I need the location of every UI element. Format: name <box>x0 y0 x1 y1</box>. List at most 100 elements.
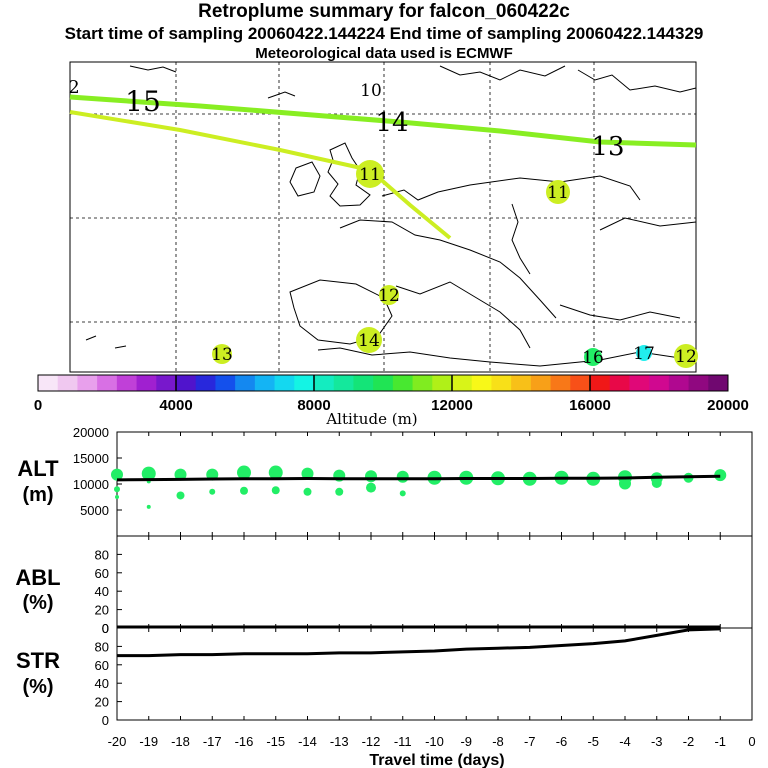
x-tick-label: -7 <box>524 734 536 749</box>
str-y-tick-label: 60 <box>95 658 109 673</box>
colorbar-segment <box>97 375 118 391</box>
colorbar-segment <box>609 375 630 391</box>
x-tick-label: -10 <box>425 734 444 749</box>
colorbar-segment <box>491 375 512 391</box>
coastline-path <box>129 65 177 73</box>
colorbar-segment <box>452 375 473 391</box>
colorbar-tick-label: 4000 <box>159 397 192 414</box>
colorbar-segment <box>353 375 374 391</box>
str-y-tick-label: 40 <box>95 676 109 691</box>
abl-label: ABL <box>15 565 60 590</box>
coastline-path <box>85 335 97 341</box>
alt-point <box>399 490 406 497</box>
x-tick-label: -9 <box>460 734 472 749</box>
colorbar-segment <box>235 375 256 391</box>
abl-y-tick-label: 20 <box>95 603 109 618</box>
colorbar-segment <box>57 375 78 391</box>
colorbar-tick-label: 20000 <box>707 397 749 414</box>
x-tick-label: -17 <box>203 734 222 749</box>
x-tick-label: -11 <box>394 734 412 749</box>
abl-unit-label: (%) <box>22 592 53 614</box>
colorbar-segment <box>550 375 571 391</box>
alt-point <box>115 495 119 499</box>
colorbar-segment <box>708 375 729 391</box>
cluster-label: 11 <box>547 183 569 203</box>
cluster-marker <box>212 344 232 364</box>
trajectory-lower <box>69 110 452 240</box>
alt-point <box>396 470 409 483</box>
coastlines <box>85 65 697 367</box>
abl-y-tick-label: 0 <box>102 621 109 636</box>
x-tick-label: -12 <box>362 734 381 749</box>
x-tick-label: -19 <box>139 734 158 749</box>
alt-point <box>268 465 283 480</box>
str-unit-label: (%) <box>22 676 53 698</box>
coastline-path <box>339 219 557 319</box>
colorbar-segment <box>116 375 138 391</box>
colorbar-segment <box>254 375 276 391</box>
colorbar-tick-label: 0 <box>34 397 42 414</box>
alt-mean-line <box>116 474 721 482</box>
colorbar-segment <box>274 375 295 391</box>
coastline-path <box>599 217 697 231</box>
cluster-marker <box>546 180 570 204</box>
colorbar-segment <box>590 375 611 391</box>
colorbar-segment <box>215 375 236 391</box>
coastline-path <box>395 281 531 349</box>
map-graticule <box>70 62 696 372</box>
met-data-line: Meteorological data used is ECMWF <box>255 45 513 62</box>
cluster-label: 12 <box>378 286 400 306</box>
x-tick-label: -16 <box>235 734 254 749</box>
str-label: STR <box>16 648 60 673</box>
cluster-label: 10 <box>360 81 382 101</box>
colorbar-segment <box>294 375 315 391</box>
colorbar-tick-label: 8000 <box>297 397 330 414</box>
alt-point <box>237 465 251 480</box>
cluster-label: 11 <box>359 165 381 185</box>
str-y-tick-label: 0 <box>102 713 109 728</box>
alt-point <box>174 468 187 481</box>
trajectory-upper <box>69 94 697 148</box>
alt-point <box>271 486 280 495</box>
alt-point <box>301 467 314 480</box>
alt-point <box>335 487 344 496</box>
colorbar-segment <box>471 375 492 391</box>
x-axis: -20 -19 -18 -17 -16 -15 -14 -13 -12 -11 -10 -9 -8 -7-… <box>108 734 756 768</box>
abl-y-tick-label: 80 <box>95 547 109 562</box>
alt-panel: 20000 15000 10000 5000 ALT (m) <box>17 425 753 537</box>
coastline-path <box>327 142 371 207</box>
alt-point <box>176 491 185 500</box>
colorbar-segment <box>176 375 197 391</box>
cluster-label: 13 <box>211 345 233 365</box>
alt-point <box>366 482 376 493</box>
str-panel: 80 60 40 20 0 0 STR (%) <box>16 621 753 728</box>
coastline-path <box>439 65 566 81</box>
colorbar-segment <box>649 375 670 391</box>
colorbar-segment <box>195 375 216 391</box>
coastline-path <box>114 345 127 349</box>
x-tick-label: -20 <box>108 734 127 749</box>
alt-point <box>114 486 120 493</box>
colorbar-segment <box>511 375 532 391</box>
cluster-label: 12 <box>675 347 697 367</box>
colorbar-segment <box>392 375 414 391</box>
trajectory-label: 2 <box>68 77 79 98</box>
cluster-marker <box>636 345 652 361</box>
alt-point <box>146 504 151 509</box>
alt-point <box>619 477 631 490</box>
alt-point <box>111 468 123 481</box>
x-tick-label: -14 <box>298 734 317 749</box>
sampling-times: Start time of sampling 20060422.144224 E… <box>64 24 704 43</box>
alt-point <box>209 488 216 495</box>
abl-panel: 80 60 40 20 0 ABL(%) <box>15 535 753 636</box>
x-tick-label: -13 <box>330 734 349 749</box>
str-top-tick-label: 0 <box>102 621 109 636</box>
coastline-path <box>511 203 531 275</box>
cluster-marker <box>584 348 602 366</box>
alt-unit-label: (m) <box>22 484 53 506</box>
str-frame <box>116 627 753 721</box>
colorbar-axis-label: Altitude (m) <box>325 410 417 428</box>
alt-y-tick-label: 5000 <box>80 503 109 518</box>
trajectory-label: 15 <box>125 85 161 118</box>
